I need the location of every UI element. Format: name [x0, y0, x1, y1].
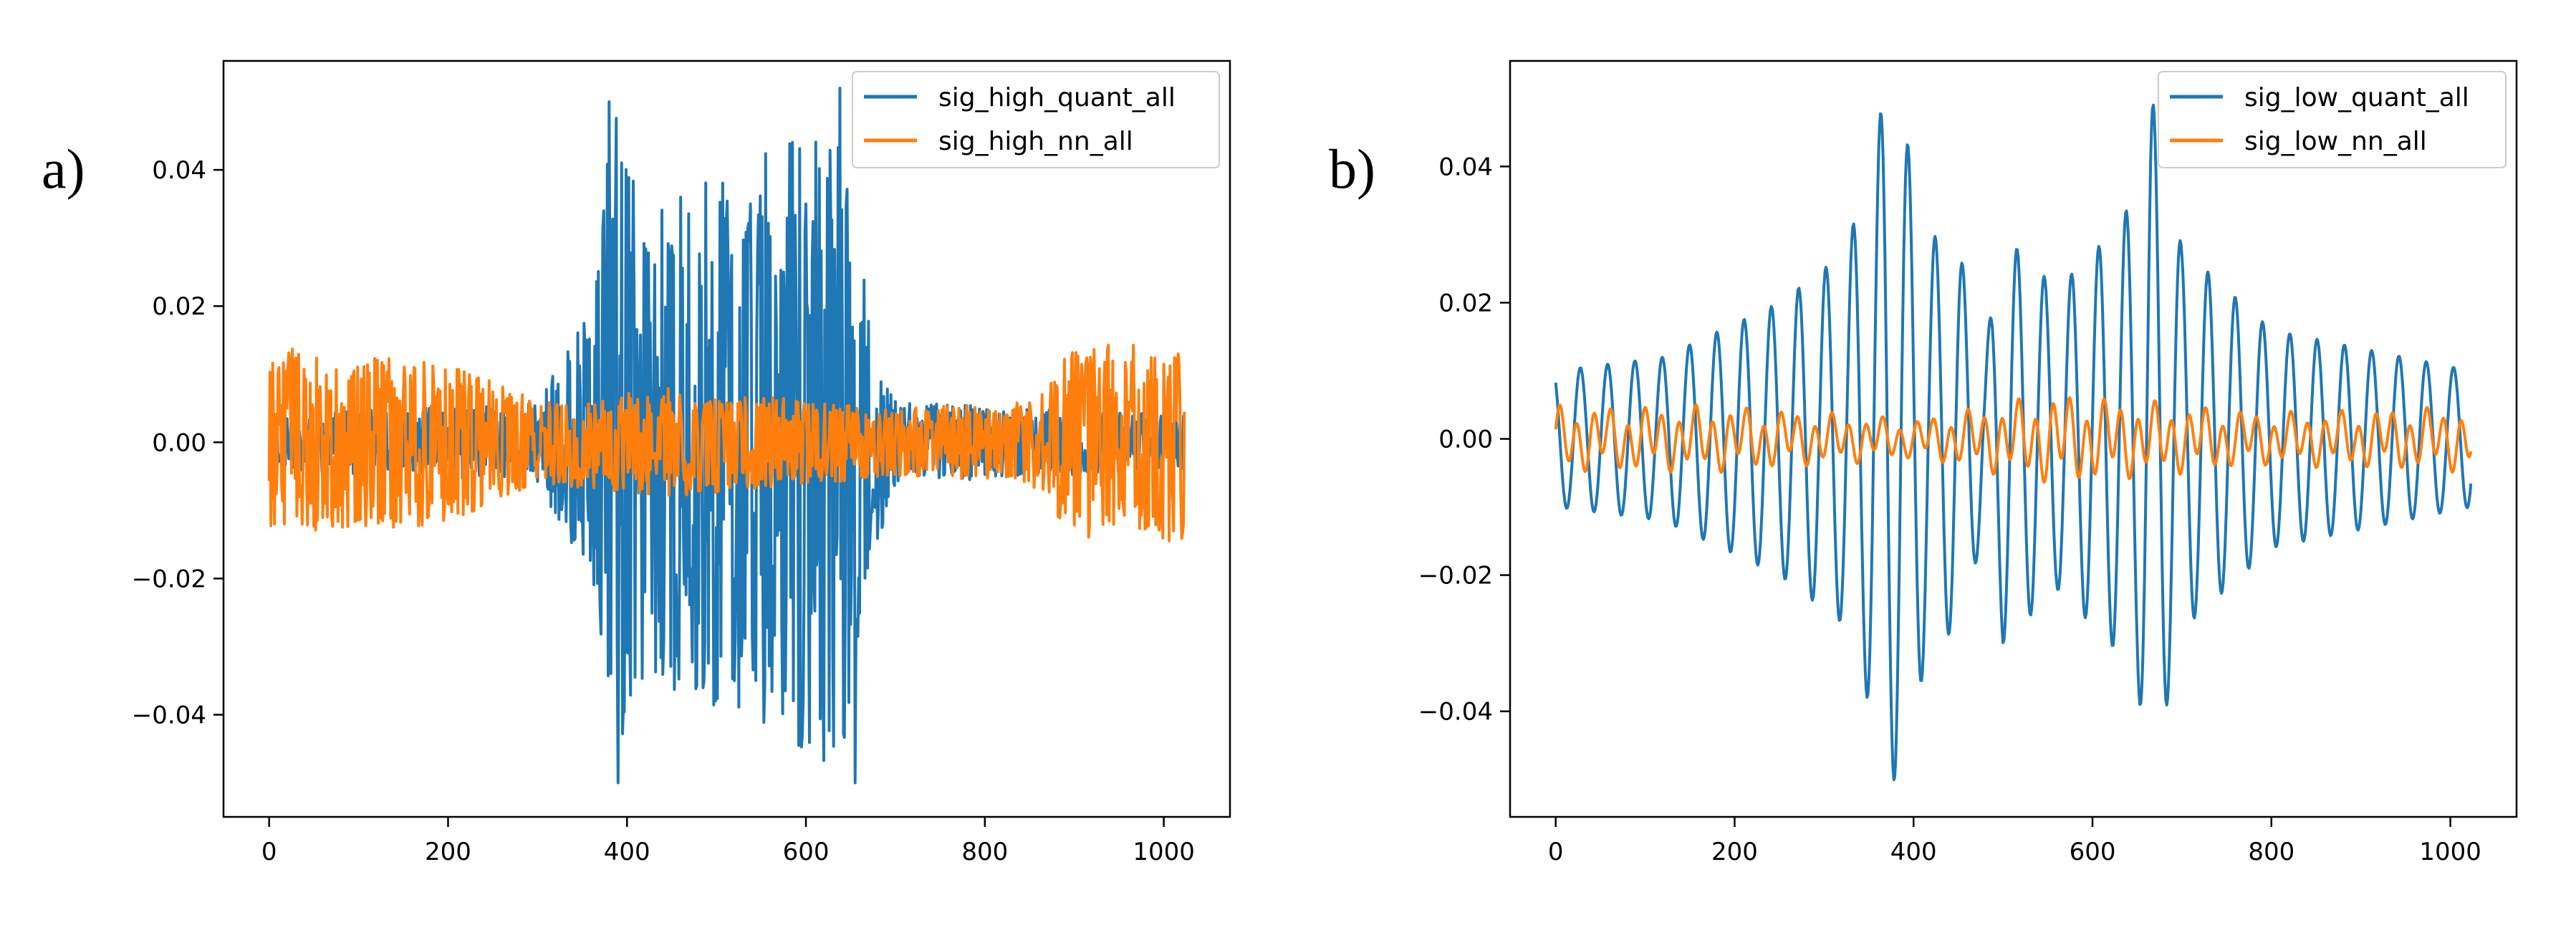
legend-label-sig-high-quant-all: sig_high_quant_all — [938, 83, 1176, 113]
x-tick-label: 0 — [1548, 838, 1564, 866]
x-tick-label: 400 — [604, 838, 650, 866]
series-line-sig-low-quant-all — [1554, 103, 2473, 782]
x-tick-label: 600 — [783, 838, 830, 866]
panel-label-a: a) — [42, 138, 85, 200]
x-tick-label: 800 — [961, 838, 1008, 866]
series-line-sig-low-nn-all — [1554, 396, 2473, 484]
legend-label-sig-high-nn-all: sig_high_nn_all — [938, 127, 1133, 156]
chart-panel-b: b) 0 200 400 600 800 1000 −0.04 −0.02 0.00 0.02 0.… — [1329, 59, 2518, 866]
x-tick-label: 200 — [425, 838, 471, 866]
x-tick-label: 400 — [1890, 838, 1937, 866]
y-tick-label: −0.02 — [132, 565, 206, 593]
ticks-a: 0 200 400 600 800 1000 −0.04 −0.02 0.00 0.02 0.04 — [132, 156, 1195, 866]
y-tick-label: −0.04 — [1418, 698, 1493, 727]
legend-label-sig-low-nn-all: sig_low_nn_all — [2244, 127, 2427, 156]
legend-label-sig-low-quant-all: sig_low_quant_all — [2244, 83, 2469, 113]
plot-area-b — [1554, 103, 2473, 782]
x-tick-label: 800 — [2248, 838, 2294, 866]
x-tick-label: 200 — [1711, 838, 1758, 866]
y-tick-label: 0.02 — [152, 292, 206, 321]
legend-box-b — [2158, 71, 2507, 168]
x-tick-label: 1000 — [2419, 838, 2481, 866]
y-tick-label: −0.02 — [1418, 562, 1493, 590]
ticks-b: 0 200 400 600 800 1000 −0.04 −0.02 0.00 0.02 0.04 — [1418, 153, 2481, 866]
y-tick-label: 0.02 — [1438, 289, 1493, 317]
legend-box-a — [852, 71, 1220, 168]
y-tick-label: 0.00 — [152, 429, 206, 457]
y-tick-label: 0.04 — [152, 156, 206, 185]
plot-area-a — [267, 87, 1186, 785]
x-tick-label: 600 — [2070, 838, 2116, 866]
legend-a: sig_high_quant_all sig_high_nn_all — [852, 71, 1220, 168]
legend-b: sig_low_quant_all sig_low_nn_all — [2158, 71, 2507, 168]
chart-panel-a: a) 0 200 400 600 800 1000 −0.04 −0.02 0.00 0.02 0.… — [42, 59, 1231, 866]
x-tick-label: 1000 — [1133, 838, 1195, 866]
y-tick-label: 0.04 — [1438, 153, 1493, 181]
y-tick-label: 0.00 — [1438, 426, 1493, 454]
series-line-sig-high-nn-all — [267, 343, 1186, 542]
axes-frame-a — [222, 59, 1231, 818]
x-tick-label: 0 — [261, 838, 277, 866]
y-tick-label: −0.04 — [132, 701, 206, 729]
panel-label-b: b) — [1329, 138, 1375, 200]
